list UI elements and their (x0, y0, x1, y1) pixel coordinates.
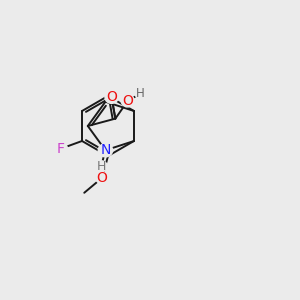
Ellipse shape (98, 144, 112, 157)
Ellipse shape (96, 172, 109, 184)
Ellipse shape (121, 95, 134, 107)
Ellipse shape (105, 92, 118, 104)
Ellipse shape (135, 88, 146, 99)
Text: F: F (57, 142, 65, 156)
Text: H: H (97, 160, 106, 173)
Text: O: O (97, 171, 108, 185)
Text: O: O (122, 94, 133, 108)
Ellipse shape (54, 143, 68, 155)
Ellipse shape (95, 161, 107, 172)
Text: N: N (100, 143, 111, 157)
Text: H: H (136, 87, 145, 100)
Text: O: O (106, 90, 117, 104)
